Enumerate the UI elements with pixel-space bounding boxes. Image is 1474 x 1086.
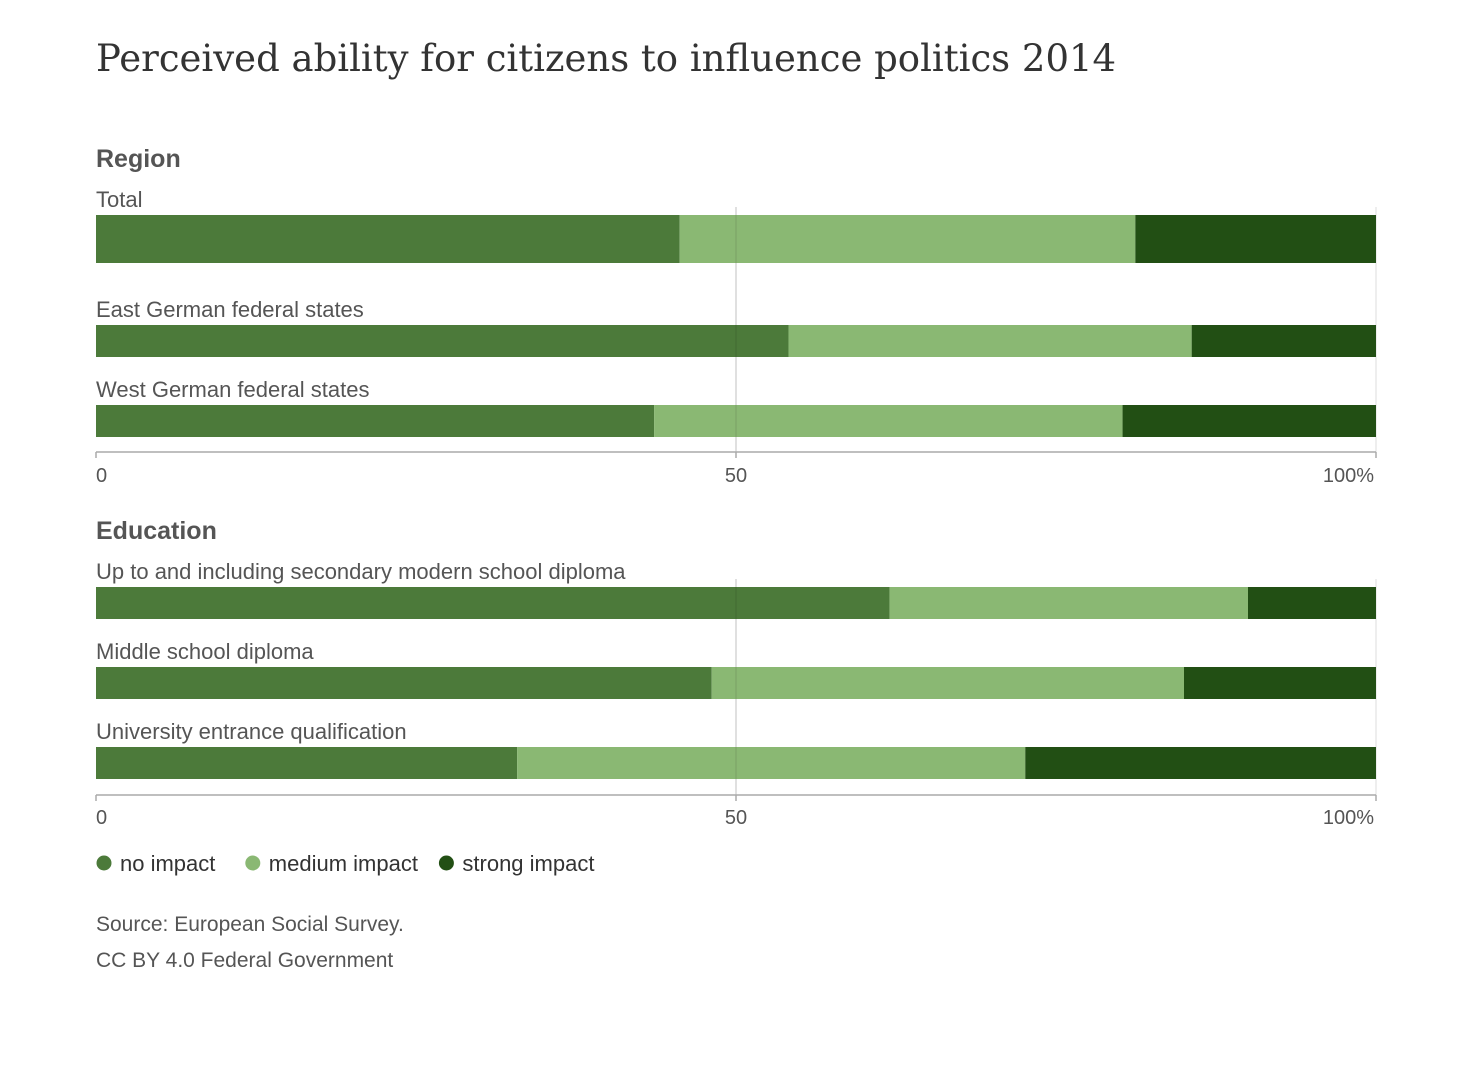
bar-segment-no-impact [96, 667, 712, 699]
bar-segment-medium-impact [679, 215, 1136, 263]
bar-segment-no-impact [96, 747, 518, 779]
source-line: Source: European Social Survey. [96, 913, 404, 936]
bar-segment-strong-impact [1248, 587, 1376, 619]
legend: no impact medium impact strong impact [96, 851, 594, 876]
legend-label: no impact [120, 851, 215, 876]
tick-label: 50 [725, 465, 747, 487]
group-region: Region Total East German federal states Wes… [95, 145, 1377, 487]
bar-segment-medium-impact [711, 667, 1184, 699]
category-label: Total [96, 187, 142, 212]
bar-segment-strong-impact [1122, 405, 1376, 437]
bar-segment-no-impact [96, 587, 890, 619]
bar-segment-strong-impact [1191, 325, 1376, 357]
legend-item: medium impact [245, 851, 418, 876]
legend-swatch [438, 855, 454, 871]
group-education: Education Up to and including secondary m… [95, 517, 1377, 829]
bar-segment-no-impact [96, 405, 655, 437]
bar-segment-strong-impact [1025, 747, 1376, 779]
chart-title: Perceived ability for citizens to influe… [96, 37, 1116, 80]
tick-label: 0 [96, 807, 107, 829]
legend-label: medium impact [269, 851, 418, 876]
bar-segment-no-impact [96, 325, 789, 357]
category-label: Middle school diploma [96, 639, 314, 664]
category-label: East German federal states [96, 297, 364, 322]
legend-item: strong impact [438, 851, 594, 876]
license-line: CC BY 4.0 Federal Government [96, 949, 393, 972]
bar-segment-strong-impact [1135, 215, 1376, 263]
tick-label: 0 [96, 465, 107, 487]
category-label: West German federal states [96, 377, 370, 402]
legend-swatch [245, 855, 261, 871]
category-label: University entrance qualification [96, 719, 407, 744]
tick-label: 50 [725, 807, 747, 829]
legend-label: strong impact [462, 851, 594, 876]
bar-segment-strong-impact [1184, 667, 1376, 699]
category-label: Up to and including secondary modern sch… [96, 559, 626, 584]
bar-segment-medium-impact [517, 747, 1026, 779]
bar-segment-no-impact [96, 215, 680, 263]
legend-item: no impact [96, 851, 215, 876]
legend-swatch [96, 855, 112, 871]
bar-segment-medium-impact [654, 405, 1123, 437]
group-label: Education [96, 517, 217, 545]
plot-layer: Region Total East German federal states Wes… [95, 145, 1377, 876]
group-label: Region [96, 145, 181, 173]
tick-label: 100% [1323, 807, 1374, 829]
bar-segment-medium-impact [889, 587, 1248, 619]
bar-segment-medium-impact [788, 325, 1192, 357]
tick-label: 100% [1323, 465, 1374, 487]
